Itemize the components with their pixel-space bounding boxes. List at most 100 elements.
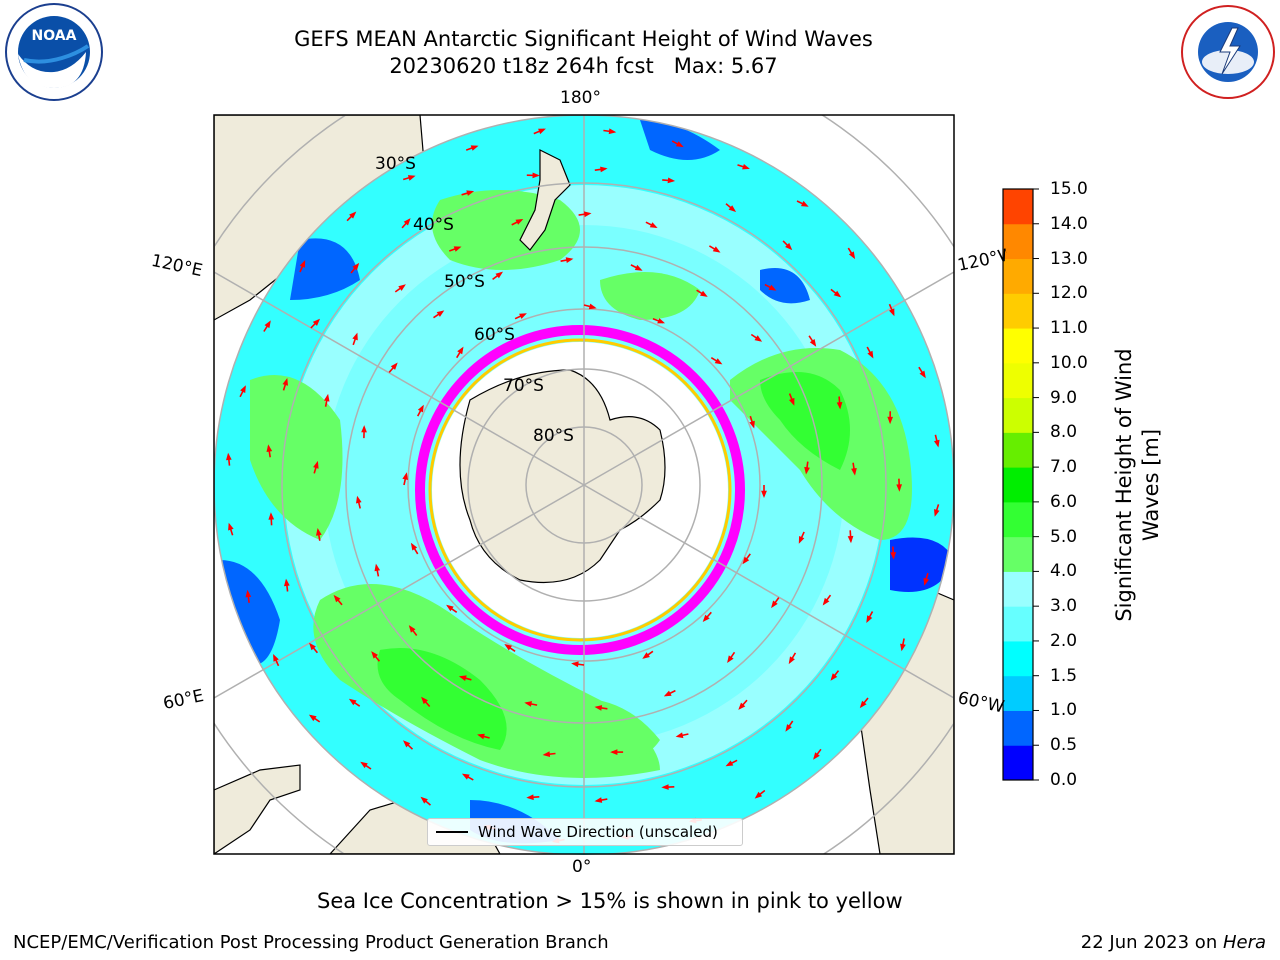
wind-wave-arrowhead <box>836 402 843 410</box>
wind-wave-arrowhead <box>712 246 721 253</box>
wind-wave-arrowhead <box>851 468 857 476</box>
wind-wave-arrowhead <box>804 466 810 475</box>
footer-date: 22 Jun 2023 on Hera <box>1080 932 1266 953</box>
wind-wave-arrowhead <box>284 578 290 587</box>
colorbar-tick-label: 0.0 <box>1050 770 1078 790</box>
wind-wave-arrowhead <box>675 732 684 739</box>
map-frame <box>213 114 955 855</box>
wind-wave-arrowhead <box>352 262 360 271</box>
wind-wave-arrowhead <box>403 740 411 748</box>
wind-wave-arrowhead <box>754 335 763 342</box>
wind-wave-arrowhead <box>634 264 643 271</box>
colorbar-bin <box>1003 745 1033 781</box>
wind-wave-arrowhead <box>390 362 398 370</box>
wind-wave-arrowhead <box>504 644 512 651</box>
colorbar-tick-label: 0.5 <box>1050 735 1078 756</box>
wind-wave-arrowhead <box>361 425 367 433</box>
wind-wave-arrowhead <box>524 701 532 707</box>
legend: Wind Wave Direction (unscaled) <box>427 818 743 846</box>
lon-label-top: 180° <box>560 88 601 108</box>
wind-wave-arrowhead <box>515 219 524 225</box>
new-zealand-land <box>519 149 571 251</box>
wind-wave-arrowhead <box>657 318 665 324</box>
wind-wave-arrowhead <box>402 472 408 480</box>
wind-wave-arrowhead <box>661 784 669 790</box>
wind-wave-arrowhead <box>245 589 252 598</box>
colorbar-tick-label: 12.0 <box>1050 283 1088 304</box>
wind-wave-arrowhead <box>226 452 232 461</box>
legend-label: Wind Wave Direction (unscaled) <box>478 823 718 841</box>
wind-wave-arrowhead <box>312 318 320 326</box>
colorbar-bin <box>1003 328 1033 364</box>
colorbar-frame <box>1002 188 1034 781</box>
wind-wave-arrowhead <box>675 141 684 148</box>
chart-title: GEFS MEAN Antarctic Significant Height o… <box>213 26 954 80</box>
sea-ice-note: Sea Ice Concentration > 15% is shown in … <box>317 889 903 913</box>
colorbar-label: Significant Height of Wind Waves [m] <box>1112 348 1163 622</box>
wind-wave-arrowhead <box>889 308 895 317</box>
colorbar-tick-label: 8.0 <box>1050 422 1078 443</box>
colorbar-tick-label: 7.0 <box>1050 457 1078 478</box>
wind-wave-arrowhead <box>273 654 279 662</box>
wind-wave-arrowhead <box>728 205 737 212</box>
wind-wave-arrowhead <box>642 652 650 659</box>
wind-wave-arrowhead <box>714 358 723 365</box>
wind-wave-arrowhead <box>352 332 358 341</box>
wind-wave-arrowhead <box>822 597 830 606</box>
graticule <box>214 115 954 854</box>
wind-wave-arrowhead <box>466 190 475 196</box>
wind-wave-arrowhead <box>761 490 767 498</box>
wind-wave-arrowhead <box>333 594 341 603</box>
wind-wave-arrowhead <box>360 761 368 769</box>
wind-wave-arrowhead <box>789 397 795 406</box>
wind-wave-arrowhead <box>408 625 416 633</box>
wind-wave-arrowhead <box>866 615 873 623</box>
colorbar-bin <box>1003 467 1033 503</box>
title-line-1: GEFS MEAN Antarctic Significant Height o… <box>294 27 873 51</box>
wind-wave-arrowhead <box>890 552 897 560</box>
wind-wave-arrowhead <box>470 145 479 151</box>
africa-land <box>214 764 301 854</box>
lat-label-80s: 80°S <box>533 426 574 446</box>
colorbar-tick-label: 1.5 <box>1050 665 1078 686</box>
wind-wave-arrowhead <box>667 177 676 184</box>
colorbar-tick-label: 1.0 <box>1050 700 1078 721</box>
wind-wave-arrowhead <box>934 439 940 448</box>
wind-wave-arrowhead <box>356 495 362 504</box>
wind-wave-arrowhead <box>742 164 750 170</box>
wind-wave-arrowhead <box>526 794 534 801</box>
wind-wave-arrowhead <box>934 509 940 517</box>
wind-wave-arrowhead <box>268 512 275 520</box>
title-line-2: 20230620 t18z 264h fcst Max: 5.67 <box>389 54 778 78</box>
wind-wave-arrowhead <box>663 690 672 697</box>
lon-label-bottom: 0° <box>572 857 592 877</box>
wind-wave-arrowhead <box>813 752 820 760</box>
wind-wave-arrowhead <box>420 796 428 804</box>
wind-wave-arrowhead <box>583 211 592 218</box>
colorbar-tick-label: 10.0 <box>1050 352 1088 373</box>
wind-wave-arrowhead <box>588 303 597 310</box>
colorbar-bin <box>1003 640 1033 677</box>
wind-wave-arrowhead <box>542 751 551 757</box>
wind-wave-arrowhead <box>299 260 306 268</box>
wind-wave-arrowhead <box>398 284 406 291</box>
wind-wave-arrowhead <box>923 577 930 586</box>
wind-wave-arrowhead <box>738 702 746 710</box>
wind-wave-arrowhead <box>477 733 485 740</box>
wind-wave-arrowhead <box>538 128 546 135</box>
wind-wave-arrowhead <box>436 310 445 317</box>
colorbar-tick-label: 2.0 <box>1050 630 1078 651</box>
wind-wave-arrowhead <box>264 320 271 329</box>
wind-wave-arrowhead <box>461 773 470 780</box>
wind-wave-arrowhead <box>519 313 527 319</box>
antarctica-land <box>459 369 666 584</box>
blue-wave-region-4 <box>640 120 720 160</box>
wind-wave-arrowhead <box>421 696 428 705</box>
green-wave-region-indian-core <box>377 648 507 750</box>
colorbar-bin <box>1003 432 1033 468</box>
lat-label-50s: 50°S <box>444 272 485 292</box>
wind-wave-arrowhead <box>532 172 540 179</box>
lat-label-30s: 30°S <box>375 154 416 174</box>
blue-wave-region-1 <box>290 238 360 300</box>
green-wave-region-south-pacific <box>600 272 700 320</box>
